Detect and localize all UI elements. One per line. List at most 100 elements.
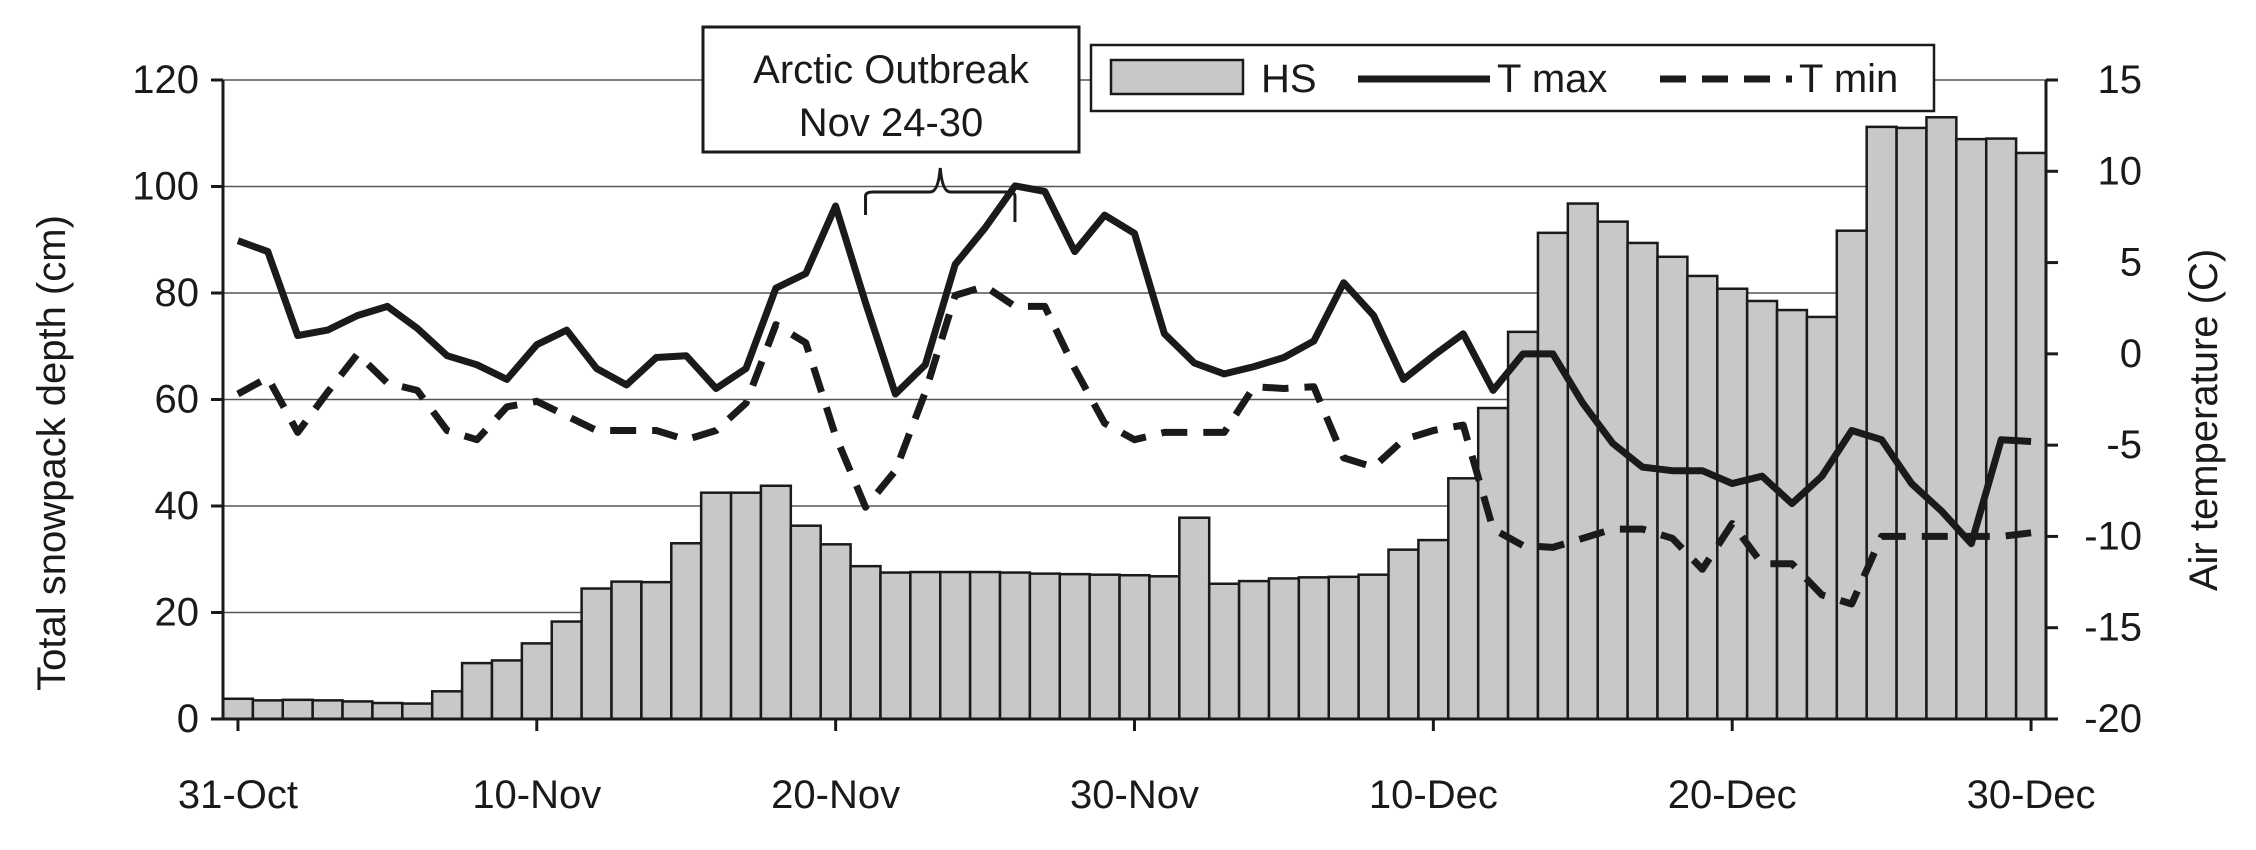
hs-bar: [1656, 255, 1689, 721]
hs-bar: [670, 542, 703, 721]
hs-bar: [1775, 308, 1809, 721]
y-left-tick-label: 120: [132, 58, 199, 102]
annotation-line1: Arctic Outbreak: [753, 48, 1030, 92]
y-left-tick-label: 60: [155, 378, 200, 422]
x-tick-label: 20-Dec: [1668, 773, 1797, 817]
hs-bar: [281, 698, 314, 721]
hs-bar: [640, 580, 673, 721]
hs-bar: [341, 700, 374, 721]
hs-bar: [759, 484, 793, 721]
hs-bar: [1925, 116, 1958, 721]
hs-bar: [1447, 477, 1480, 721]
hs-bar: [909, 570, 942, 721]
hs-bar: [311, 699, 344, 721]
hs-bar: [1178, 516, 1211, 721]
hs-bar: [610, 580, 643, 721]
y-right-tick-label: 10: [2098, 149, 2143, 193]
y-right-tick-label: 5: [2120, 241, 2142, 285]
legend-hs-swatch: [1109, 58, 1245, 96]
x-tick-label: 31-Oct: [178, 773, 298, 817]
hs-bar: [1476, 406, 1510, 721]
y-left-tick-label: 20: [155, 591, 200, 635]
hs-bar: [1686, 274, 1719, 721]
x-tick-label: 10-Nov: [472, 773, 601, 817]
hs-bar: [1895, 126, 1928, 721]
hs-bar: [789, 524, 822, 721]
hs-bar: [849, 564, 882, 721]
y-right-tick-label: -20: [2084, 697, 2142, 741]
annotation-brace: [864, 167, 1017, 222]
annotation-line2: Nov 24-30: [799, 101, 984, 145]
y-axis-left-label: Total snowpack depth (cm): [30, 215, 74, 691]
temperature-lines: [236, 182, 2032, 608]
x-tick-label: 30-Dec: [1967, 773, 2096, 817]
hs-bar: [251, 699, 285, 721]
tmax-line: [236, 182, 2032, 548]
y-right-tick-label: -15: [2084, 606, 2142, 650]
hs-bar: [1387, 548, 1420, 721]
hs-bar: [1745, 299, 1779, 721]
y-left-tick-label: 0: [177, 697, 199, 741]
hs-bar: [1536, 231, 1570, 721]
hs-bar: [699, 491, 733, 721]
hs-bar: [1357, 573, 1390, 721]
hs-bar: [1028, 572, 1062, 721]
hs-bar: [550, 620, 583, 721]
hs-bar: [1417, 538, 1450, 721]
hs-bar: [430, 690, 464, 721]
x-tick-label: 30-Nov: [1070, 773, 1199, 817]
hs-bar: [1596, 220, 1629, 721]
y-right-tick-label: 0: [2120, 332, 2142, 376]
hs-bar: [1237, 579, 1271, 721]
hs-bar: [1805, 315, 1839, 721]
hs-bar: [998, 571, 1032, 721]
hs-bar: [580, 587, 613, 721]
hs-bar: [879, 571, 912, 721]
y-left-tick-label: 80: [155, 271, 200, 315]
annotation-box: [701, 25, 1081, 154]
hs-bar: [1297, 576, 1331, 721]
hs-bar: [729, 491, 763, 721]
hs-bar: [1506, 330, 1540, 721]
hs-bar: [1865, 125, 1898, 721]
y-axis-right-label: Air temperature (C): [2182, 249, 2226, 591]
hs-bar: [1207, 582, 1241, 721]
arctic-outbreak-annotation: Arctic Outbreak Nov 24-30: [701, 25, 1081, 222]
hs-bar: [1984, 137, 2018, 721]
hs-bar: [460, 661, 494, 721]
legend: HS T max T min: [1089, 43, 1936, 113]
legend-tmin-label: T min: [1799, 57, 1898, 101]
x-tick-label: 10-Dec: [1369, 773, 1498, 817]
tmin-line: [236, 282, 2032, 608]
legend-hs-label: HS: [1261, 57, 1317, 101]
hs-bar: [2014, 151, 2048, 721]
hs-bar: [1118, 573, 1151, 721]
x-axis-ticks: 31-Oct 10-Nov 20-Nov 30-Nov 10-Dec 20-Dec 30-D…: [178, 719, 2096, 817]
hs-bar: [490, 659, 524, 721]
y-right-tick-label: -5: [2106, 423, 2142, 467]
hs-bar: [1566, 202, 1599, 721]
hs-bar: [1835, 229, 1868, 721]
hs-bar: [221, 697, 255, 721]
hs-bar: [1327, 575, 1360, 721]
right-axis-ticks: -20 -15 -10 -5 0 5 10 15: [2046, 58, 2142, 741]
hs-bar: [371, 701, 404, 721]
hs-bar: [1088, 573, 1121, 721]
hs-bar: [819, 543, 852, 721]
hs-bar: [938, 570, 972, 721]
hs-bar: [1058, 572, 1091, 721]
hs-bar: [1267, 577, 1301, 721]
hs-bar: [1148, 575, 1181, 721]
y-left-tick-label: 40: [155, 484, 200, 528]
hs-bars: [221, 116, 2048, 721]
left-axis-ticks: 0 20 40 60 80 100 120: [132, 58, 223, 741]
hs-bar: [1626, 241, 1659, 721]
y-right-tick-label: 15: [2098, 58, 2143, 102]
hs-bar: [1716, 287, 1749, 721]
hs-bar: [520, 642, 553, 721]
y-left-tick-label: 100: [132, 165, 199, 209]
x-tick-label: 20-Nov: [771, 773, 900, 817]
hs-bar: [401, 702, 434, 721]
hs-bar: [1955, 137, 1988, 721]
